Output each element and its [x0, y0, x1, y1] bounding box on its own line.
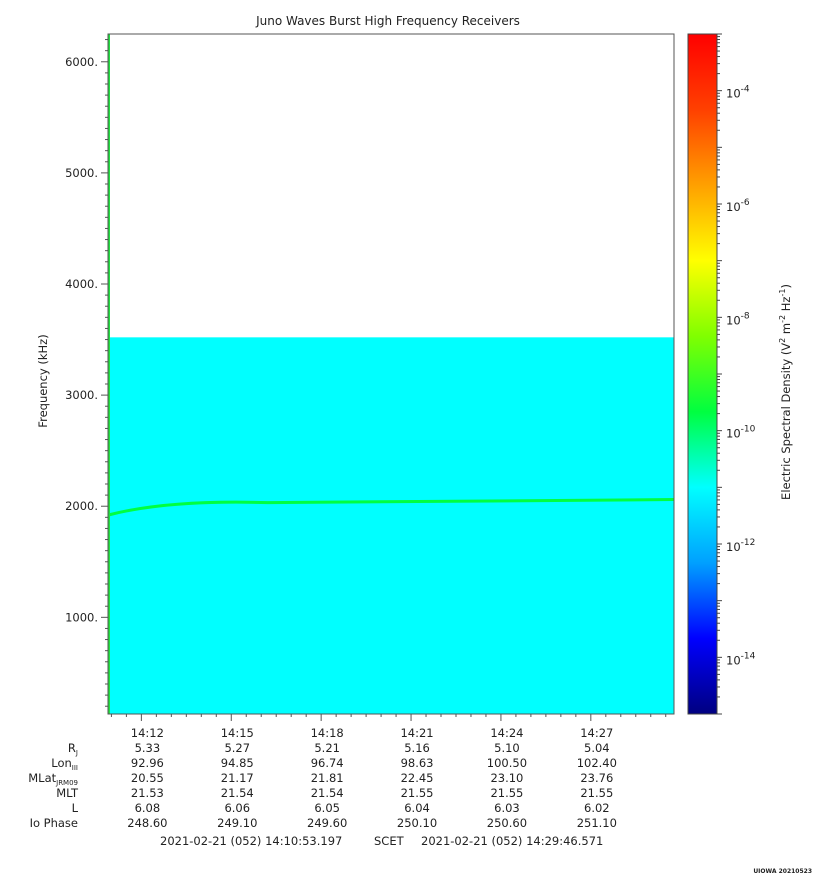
emission-line-0: [108, 361, 674, 375]
y-tick-label: 4000.: [65, 277, 98, 291]
ephemeris-value: 5.33: [135, 741, 161, 755]
time-range-footer: 2021-02-21 (052) 14:10:53.197 SCET 2021-…: [160, 834, 603, 848]
ephemeris-value: 21.54: [311, 786, 344, 800]
emission-line-1: [108, 445, 674, 455]
time-range-scet: SCET: [374, 834, 405, 848]
ephemeris-value: 98.63: [401, 756, 434, 770]
ephemeris-value: 6.05: [314, 801, 340, 815]
colorbar-label: Electric Spectral Density (V2 m-2 Hz-1): [778, 284, 793, 500]
colorbar: [687, 33, 718, 715]
y-tick-label: 5000.: [65, 166, 98, 180]
footer-stamp: UIOWA 20210523: [753, 868, 812, 875]
ephemeris-value: 100.50: [487, 756, 527, 770]
x-tick-label: 14:12: [131, 726, 164, 740]
colorbar-tick-label: 10-10: [726, 425, 756, 441]
x-tick-label: 14:15: [221, 726, 254, 740]
ephemeris-value: 21.55: [490, 786, 523, 800]
ephemeris-table: RJ 5.33 5.27 5.21 5.16 5.10 5.04 LonIII 92.96 94.…: [28, 741, 617, 830]
y-tick-label: 2000.: [65, 499, 98, 513]
ephemeris-value: 21.81: [311, 771, 344, 785]
y-tick-label: 6000.: [65, 55, 98, 69]
chart-title: Juno Waves Burst High Frequency Receiver…: [255, 14, 520, 28]
emission-line-3: [108, 553, 674, 568]
ephemeris-value: 20.55: [131, 771, 164, 785]
ephemeris-value: 21.53: [131, 786, 164, 800]
spectrogram-data-region: [108, 337, 674, 714]
ephemeris-value: 5.21: [314, 741, 340, 755]
ephemeris-value: 102.40: [577, 756, 617, 770]
ephemeris-row-label: LonIII: [51, 756, 78, 772]
x-axis: 14:12 14:15 14:18 14:21 14:24 14:27: [110, 714, 667, 740]
colorbar-tick-label: 10-12: [726, 538, 755, 554]
ephemeris-row-label: RJ: [68, 741, 78, 757]
ephemeris-value: 6.02: [584, 801, 610, 815]
emission-lines: [108, 361, 674, 655]
time-range-end: 2021-02-21 (052) 14:29:46.571: [421, 834, 603, 848]
x-tick-label: 14:27: [580, 726, 613, 740]
ephemeris-value: 23.76: [580, 771, 613, 785]
ephemeris-value: 22.45: [401, 771, 434, 785]
ephemeris-row-label: MLatJRM09: [28, 771, 78, 787]
colorbar-tick-label: 10-8: [726, 311, 750, 327]
ephemeris-value: 249.10: [217, 816, 257, 830]
ephemeris-row-label: MLT: [56, 786, 79, 800]
ephemeris-value: 6.08: [135, 801, 161, 815]
ephemeris-value: 5.27: [224, 741, 250, 755]
ephemeris-value: 94.85: [221, 756, 254, 770]
ephemeris-row-label: L: [72, 801, 79, 815]
emission-line-2: [108, 498, 674, 517]
ephemeris-value: 250.10: [397, 816, 437, 830]
y-tick-label: 3000.: [65, 388, 98, 402]
x-tick-label: 14:18: [311, 726, 344, 740]
ephemeris-value: 6.04: [404, 801, 430, 815]
ephemeris-value: 21.55: [401, 786, 434, 800]
ephemeris-value: 5.16: [404, 741, 430, 755]
ephemeris-value: 6.06: [224, 801, 250, 815]
ephemeris-value: 21.55: [580, 786, 613, 800]
x-tick-label: 14:24: [490, 726, 523, 740]
ephemeris-value: 249.60: [307, 816, 347, 830]
colorbar-tick-label: 10-4: [726, 85, 750, 101]
initial-vertical-line: [108, 34, 110, 714]
emission-line-4: [108, 588, 674, 593]
ephemeris-value: 248.60: [127, 816, 167, 830]
ephemeris-value: 21.54: [221, 786, 254, 800]
ephemeris-value: 96.74: [311, 756, 344, 770]
plot-frame: [107, 33, 675, 715]
ephemeris-value: 23.10: [490, 771, 523, 785]
y-tick-label: 1000.: [65, 610, 98, 624]
time-range-start: 2021-02-21 (052) 14:10:53.197: [160, 834, 342, 848]
ephemeris-value: 92.96: [131, 756, 164, 770]
y-axis-label: Frequency (kHz): [36, 334, 50, 427]
ephemeris-value: 21.17: [221, 771, 254, 785]
ephemeris-value: 5.10: [494, 741, 520, 755]
colorbar-ticks: 10-4 10-6 10-8 10-10 10-12 10-14: [717, 33, 756, 715]
ephemeris-value: 6.03: [494, 801, 520, 815]
emission-line-5: [108, 650, 674, 655]
ephemeris-value: 5.04: [584, 741, 610, 755]
spectrogram-panel: [108, 34, 674, 714]
ephemeris-value: 250.60: [487, 816, 527, 830]
ephemeris-value: 251.10: [577, 816, 617, 830]
colorbar-tick-label: 10-14: [726, 651, 756, 667]
y-axis: 6000. 5000. 4000. 3000. 2000. 1000.: [65, 39, 108, 707]
x-tick-label: 14:21: [400, 726, 433, 740]
colorbar-tick-label: 10-6: [726, 198, 750, 214]
ephemeris-row-label: Io Phase: [30, 816, 78, 830]
